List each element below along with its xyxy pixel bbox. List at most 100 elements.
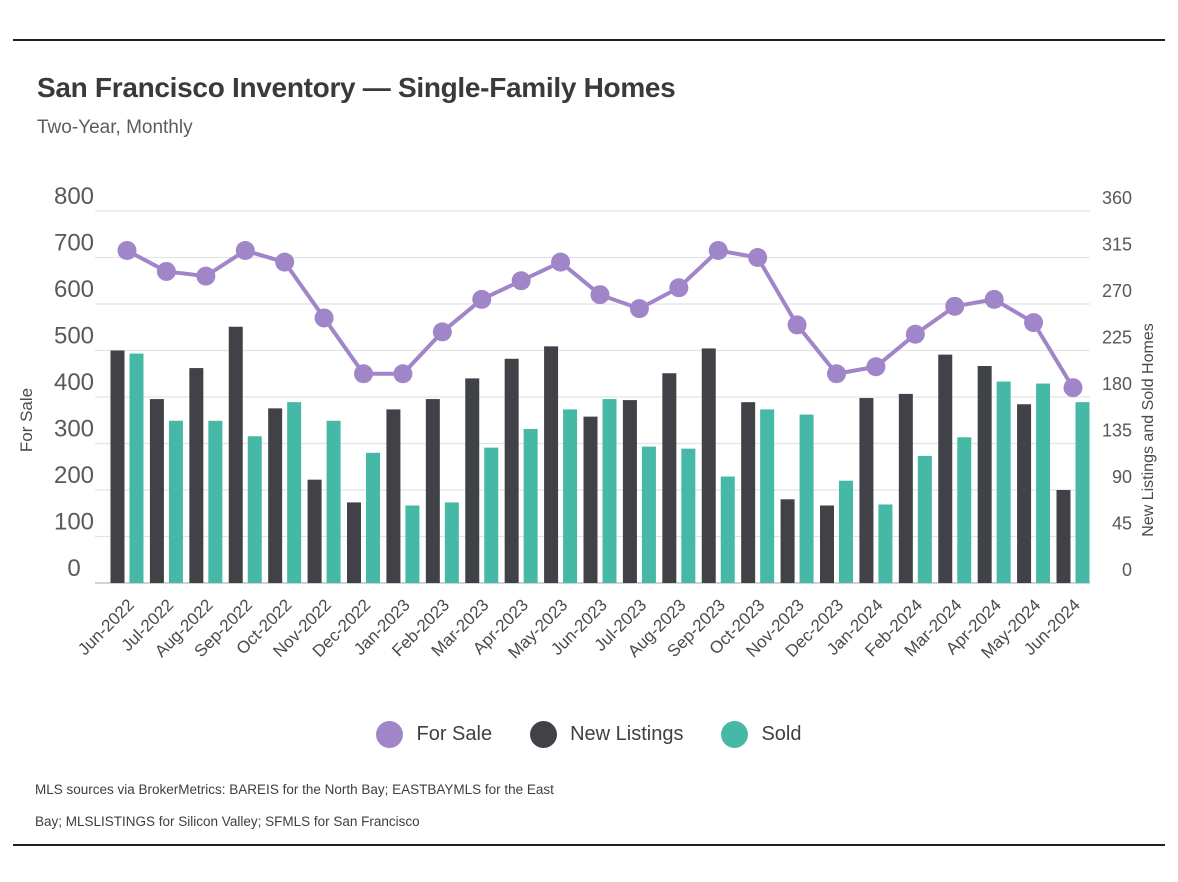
bar-new-listings[interactable]: [583, 416, 598, 583]
bar-sold[interactable]: [129, 353, 144, 583]
legend-item-new-listings[interactable]: New Listings: [530, 720, 684, 748]
line-for-sale: [125, 248, 1075, 390]
y-axis-tick-left: 700: [54, 230, 94, 257]
line-point-for-sale[interactable]: [196, 266, 216, 286]
y-axis-tick-left: 800: [54, 183, 94, 210]
bar-sold[interactable]: [247, 436, 262, 583]
legend-swatch-for-sale: [376, 720, 404, 748]
bar-new-listings[interactable]: [228, 326, 243, 583]
bar-sold[interactable]: [366, 452, 380, 583]
line-point-for-sale[interactable]: [866, 357, 886, 377]
line-point-for-sale[interactable]: [472, 289, 492, 309]
line-point-for-sale[interactable]: [1063, 378, 1083, 398]
bar-sold[interactable]: [878, 504, 893, 583]
bar-sold[interactable]: [326, 420, 341, 583]
bar-new-listings[interactable]: [859, 398, 874, 583]
bar-new-listings[interactable]: [425, 399, 440, 583]
y-axis-tick-right: 45: [1112, 514, 1132, 534]
bar-new-listings[interactable]: [938, 354, 953, 583]
line-point-for-sale[interactable]: [156, 261, 176, 281]
bar-new-listings[interactable]: [307, 479, 322, 583]
bar-new-listings[interactable]: [504, 358, 519, 583]
legend: For Sale New Listings Sold: [0, 712, 1178, 756]
legend-swatch-sold: [721, 720, 749, 748]
bar-sold[interactable]: [917, 455, 932, 583]
legend-item-sold[interactable]: Sold: [721, 720, 802, 748]
bar-sold[interactable]: [760, 409, 775, 583]
y-axis-tick-right: 90: [1112, 467, 1132, 487]
legend-item-for-sale[interactable]: For Sale: [376, 720, 492, 748]
bar-sold[interactable]: [957, 437, 972, 583]
bar-sold[interactable]: [444, 502, 459, 583]
line-point-for-sale[interactable]: [275, 252, 295, 272]
bar-sold[interactable]: [1075, 402, 1090, 583]
bar-sold[interactable]: [681, 448, 696, 583]
bar-new-listings[interactable]: [898, 393, 913, 583]
bar-new-listings[interactable]: [701, 348, 716, 583]
bar-sold[interactable]: [208, 420, 223, 583]
bar-new-listings[interactable]: [465, 378, 480, 583]
source-note-line1: MLS sources via BrokerMetrics: BAREIS fo…: [35, 782, 554, 797]
line-point-for-sale[interactable]: [354, 364, 373, 384]
line-point-for-sale[interactable]: [235, 241, 255, 261]
bottom-divider: [13, 844, 1165, 846]
bar-new-listings[interactable]: [662, 373, 677, 583]
left-axis-title: For Sale: [17, 388, 36, 452]
top-divider: [13, 39, 1165, 41]
line-point-for-sale[interactable]: [590, 285, 610, 305]
y-axis-tick-left: 100: [54, 509, 94, 536]
line-point-for-sale[interactable]: [314, 308, 334, 328]
bar-sold[interactable]: [523, 429, 538, 583]
bar-sold[interactable]: [405, 505, 420, 584]
bar-new-listings[interactable]: [268, 408, 283, 583]
bar-sold[interactable]: [563, 409, 578, 583]
bar-new-listings[interactable]: [386, 409, 401, 583]
bar-new-listings[interactable]: [347, 502, 361, 583]
bar-new-listings[interactable]: [780, 499, 795, 583]
line-point-for-sale[interactable]: [787, 315, 807, 335]
legend-label: New Listings: [570, 722, 684, 745]
line-point-for-sale[interactable]: [629, 299, 649, 319]
line-point-for-sale[interactable]: [511, 271, 531, 291]
line-point-for-sale[interactable]: [748, 248, 768, 267]
y-axis-tick-right: 270: [1102, 281, 1132, 301]
y-axis-tick-right: 180: [1102, 374, 1132, 394]
bar-sold[interactable]: [839, 480, 853, 583]
bar-sold[interactable]: [602, 399, 617, 583]
line-point-for-sale[interactable]: [708, 241, 728, 261]
bar-sold[interactable]: [484, 447, 499, 583]
line-point-for-sale[interactable]: [432, 322, 452, 342]
bar-sold[interactable]: [168, 420, 183, 583]
bar-new-listings[interactable]: [622, 400, 637, 583]
source-note-line2: Bay; MLSLISTINGS for Silicon Valley; SFM…: [35, 814, 420, 829]
bar-new-listings[interactable]: [741, 402, 756, 583]
line-point-for-sale[interactable]: [827, 364, 846, 384]
bar-new-listings[interactable]: [1056, 490, 1071, 583]
line-point-for-sale[interactable]: [393, 364, 413, 384]
bar-sold[interactable]: [641, 446, 656, 583]
bar-new-listings[interactable]: [820, 505, 834, 584]
bar-sold[interactable]: [799, 414, 814, 583]
bar-sold[interactable]: [287, 402, 302, 583]
line-point-for-sale[interactable]: [117, 241, 137, 261]
bar-sold[interactable]: [996, 381, 1011, 584]
y-axis-tick-right: 225: [1102, 328, 1132, 348]
bar-new-listings[interactable]: [110, 350, 125, 584]
bar-new-listings[interactable]: [544, 346, 559, 583]
y-axis-tick-left: 300: [54, 416, 94, 443]
y-axis-tick-left: 600: [54, 276, 94, 303]
right-axis-title: New Listings and Sold Homes: [1140, 323, 1157, 536]
line-point-for-sale[interactable]: [945, 296, 965, 316]
bar-new-listings[interactable]: [189, 368, 204, 583]
bar-new-listings[interactable]: [149, 399, 164, 583]
line-point-for-sale[interactable]: [905, 324, 925, 344]
bar-new-listings[interactable]: [1017, 404, 1032, 583]
bar-new-listings[interactable]: [977, 366, 992, 583]
line-point-for-sale[interactable]: [1024, 313, 1044, 333]
line-point-for-sale[interactable]: [551, 252, 571, 272]
line-point-for-sale[interactable]: [669, 278, 689, 298]
bar-sold[interactable]: [1036, 383, 1051, 583]
bar-sold[interactable]: [720, 476, 735, 583]
line-point-for-sale[interactable]: [984, 289, 1004, 309]
y-axis-tick-right: 0: [1122, 560, 1132, 580]
